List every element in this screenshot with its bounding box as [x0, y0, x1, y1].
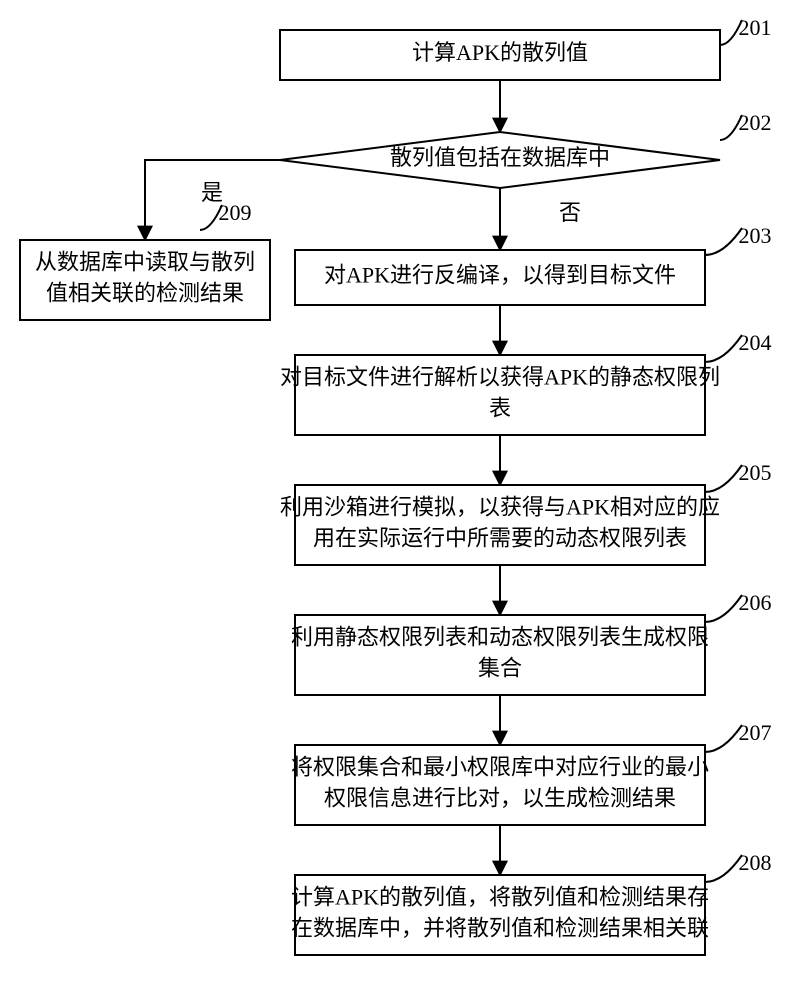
n209-line-1: 值相关联的检测结果	[46, 280, 244, 305]
n204-line-1: 表	[489, 395, 511, 420]
n206-line-1: 集合	[478, 655, 522, 680]
n207: 将权限集合和最小权限库中对应行业的最小权限信息进行比对，以生成检测结果 207	[291, 720, 772, 825]
n205-tag: 205	[739, 460, 772, 485]
n209-line-0: 从数据库中读取与散列	[35, 250, 255, 275]
n201-line-0: 计算APK的散列值	[412, 40, 588, 65]
n209-tag: 209	[219, 200, 252, 225]
n206-line-0: 利用静态权限列表和动态权限列表生成权限	[291, 625, 709, 650]
n208: 计算APK的散列值，将散列值和检测结果存在数据库中，并将散列值和检测结果相关联 2…	[291, 850, 772, 955]
n201: 计算APK的散列值 201	[280, 15, 772, 80]
n204-tag: 204	[739, 330, 772, 355]
n202: 散列值包括在数据库中是否202	[201, 110, 772, 225]
n208-line-0: 计算APK的散列值，将散列值和检测结果存	[291, 885, 709, 910]
n204-line-0: 对目标文件进行解析以获得APK的静态权限列	[280, 365, 720, 390]
n201-tag: 201	[739, 15, 772, 40]
n205-line-1: 用在实际运行中所需要的动态权限列表	[313, 525, 687, 550]
n206-tag: 206	[739, 590, 772, 615]
n203-tag: 203	[739, 223, 772, 248]
n204: 对目标文件进行解析以获得APK的静态权限列表 204	[280, 330, 772, 435]
n206: 利用静态权限列表和动态权限列表生成权限集合 206	[291, 590, 772, 695]
n207-line-1: 权限信息进行比对，以生成检测结果	[324, 785, 676, 810]
n205-line-0: 利用沙箱进行模拟，以获得与APK相对应的应	[280, 495, 720, 520]
n207-tag: 207	[739, 720, 772, 745]
n202-tag: 202	[739, 110, 772, 135]
n207-line-0: 将权限集合和最小权限库中对应行业的最小	[291, 755, 709, 780]
n208-tag: 208	[739, 850, 772, 875]
n208-line-1: 在数据库中，并将散列值和检测结果相关联	[291, 915, 709, 940]
n203: 对APK进行反编译，以得到目标文件 203	[295, 223, 772, 305]
n202-text: 散列值包括在数据库中	[390, 145, 610, 170]
n203-line-0: 对APK进行反编译，以得到目标文件	[324, 263, 676, 288]
no-label: 否	[559, 200, 581, 225]
n205: 利用沙箱进行模拟，以获得与APK相对应的应用在实际运行中所需要的动态权限列表 20…	[280, 460, 772, 565]
